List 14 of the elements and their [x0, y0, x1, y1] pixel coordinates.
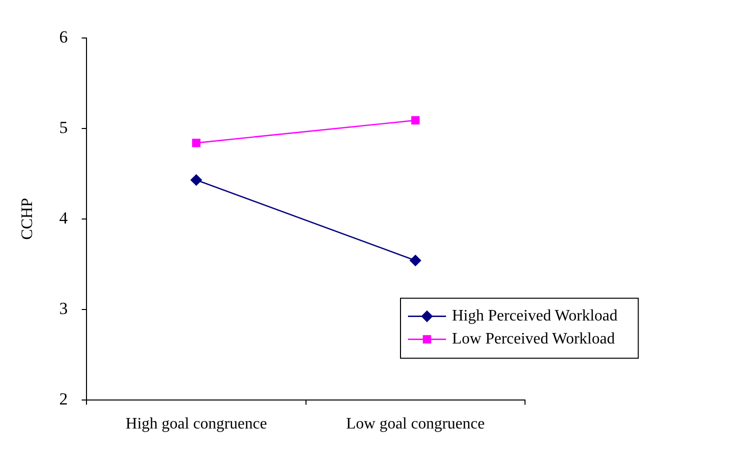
x-tick-label: High goal congruence — [126, 416, 267, 433]
y-tick-label: 5 — [59, 118, 68, 137]
y-tick-label: 2 — [59, 389, 68, 408]
legend-label: Low Perceived Workload — [452, 330, 615, 348]
point — [190, 174, 202, 186]
x-tick-label: Low goal congruence — [346, 416, 485, 433]
y-tick-label: 4 — [59, 208, 68, 228]
point — [410, 254, 422, 266]
y-tick-label: 3 — [59, 298, 68, 318]
y-axis-title: CCHP — [18, 198, 36, 240]
y-tick-label: 6 — [59, 27, 68, 46]
point — [411, 116, 420, 124]
legend-label: High Perceived Workload — [452, 308, 618, 325]
point — [192, 138, 200, 148]
